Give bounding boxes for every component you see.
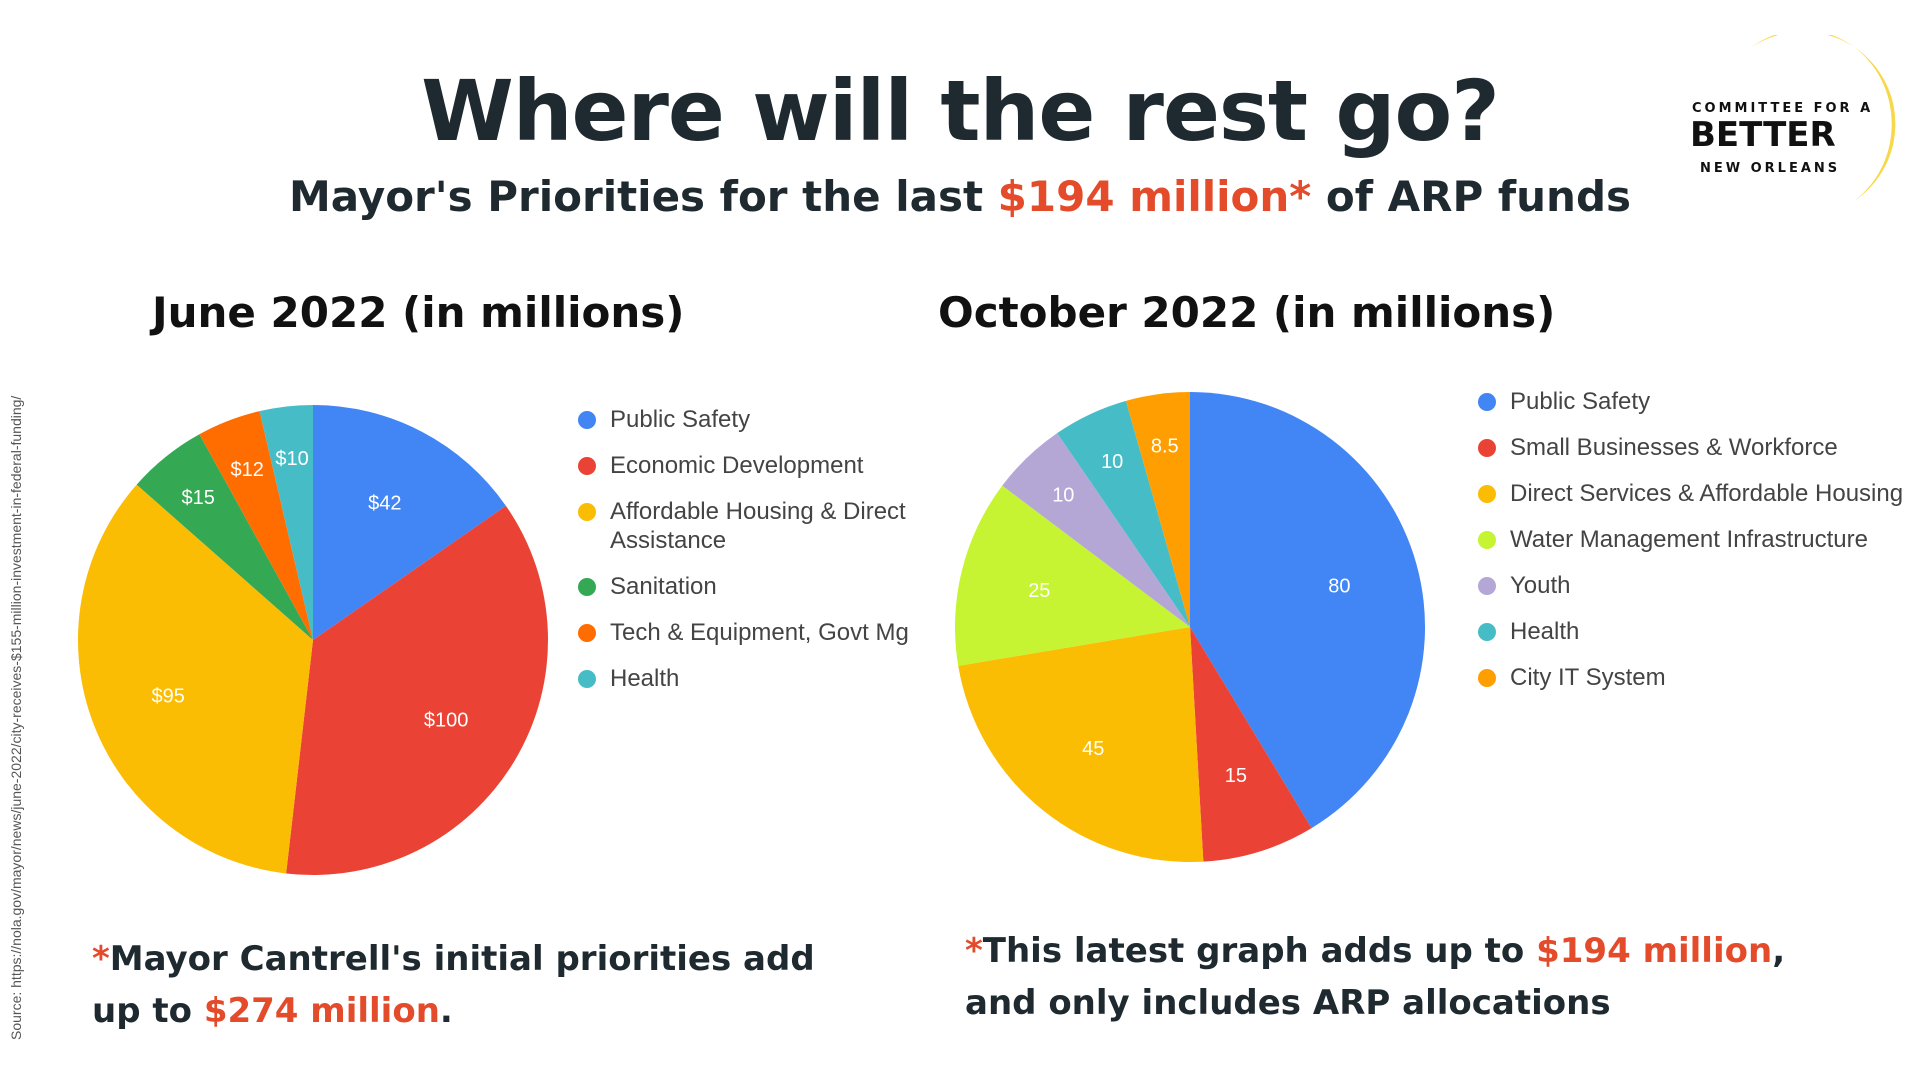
footnote-text-end: . bbox=[439, 991, 453, 1031]
legend-swatch-icon bbox=[578, 411, 596, 429]
logo-line-2: BETTER bbox=[1690, 115, 1836, 155]
chart1-slice-3 bbox=[78, 484, 313, 874]
chart2-slice-2 bbox=[1190, 627, 1312, 862]
legend-swatch-icon bbox=[578, 457, 596, 475]
chart2-data-label-4: 25 bbox=[1028, 580, 1050, 602]
legend-label: Economic Development bbox=[610, 452, 864, 479]
subtitle-text: Mayor's Priorities for the last bbox=[288, 172, 998, 221]
legend-label: Tech & Equipment, Govt Mg bbox=[610, 619, 909, 646]
chart2-data-label-3: 45 bbox=[1082, 738, 1104, 760]
chart1-data-label-6: $10 bbox=[275, 448, 308, 470]
chart2-legend-item-4: Water Management Infrastructure bbox=[1478, 525, 1918, 554]
chart2-slice-5 bbox=[1002, 433, 1190, 627]
chart1-slice-5 bbox=[199, 411, 313, 640]
legend-label: Sanitation bbox=[610, 573, 717, 600]
chart1-slice-1 bbox=[313, 405, 506, 640]
chart2-slice-6 bbox=[1057, 400, 1190, 627]
legend-label: Public Safety bbox=[610, 406, 751, 433]
legend-swatch-icon bbox=[1478, 623, 1496, 641]
legend-label: Water Management Infrastructure bbox=[1510, 526, 1868, 553]
footnote-star: * bbox=[92, 939, 110, 979]
legend-label: Public Safety bbox=[1510, 388, 1651, 415]
chart1-slice-4 bbox=[136, 434, 313, 640]
subtitle-text-end: of ARP funds bbox=[1311, 172, 1632, 221]
legend-label: City IT System bbox=[1510, 664, 1666, 691]
footnote-text: Mayor Cantrell's initial priorities add … bbox=[92, 939, 815, 1031]
chart2-pie: 80 15 45 25 10 10 8.5 bbox=[955, 392, 1425, 862]
chart2-slice-3 bbox=[958, 627, 1204, 862]
chart2-slice-4 bbox=[955, 485, 1190, 666]
footnote-highlight: $194 million bbox=[1536, 931, 1773, 971]
chart2-legend-item-3: Direct Services & Affordable Housing bbox=[1478, 479, 1918, 508]
chart2-legend-item-1: Public Safety bbox=[1478, 387, 1918, 416]
chart1-slice-6 bbox=[259, 405, 313, 640]
chart1-data-label-4: $15 bbox=[182, 487, 215, 509]
legend-swatch-icon bbox=[1478, 439, 1496, 457]
legend-label: Affordable Housing & Direct Assistance bbox=[610, 498, 906, 554]
legend-label: Health bbox=[610, 665, 680, 692]
committee-logo: COMMITTEE FOR A BETTER NEW ORLEANS bbox=[1660, 35, 1920, 215]
chart2-data-label-6: 10 bbox=[1101, 451, 1123, 473]
chart2-legend-item-6: Health bbox=[1478, 617, 1918, 646]
chart2-title: October 2022 (in millions) bbox=[938, 288, 1556, 337]
legend-swatch-icon bbox=[1478, 577, 1496, 595]
subtitle: Mayor's Priorities for the last $194 mil… bbox=[0, 172, 1920, 221]
chart1-data-label-5: $12 bbox=[231, 459, 264, 481]
chart1-slice-2 bbox=[286, 505, 548, 875]
legend-swatch-icon bbox=[578, 503, 596, 521]
chart1-legend-item-5: Tech & Equipment, Govt Mg bbox=[578, 618, 923, 647]
chart1-legend-item-4: Sanitation bbox=[578, 572, 923, 601]
legend-swatch-icon bbox=[578, 578, 596, 596]
legend-label: Direct Services & Affordable Housing bbox=[1510, 480, 1904, 507]
chart1-legend: Public Safety Economic Development Afforda… bbox=[578, 405, 923, 710]
legend-swatch-icon bbox=[578, 624, 596, 642]
headline: Where will the rest go? bbox=[421, 62, 1500, 160]
chart2-data-label-5: 10 bbox=[1052, 485, 1074, 507]
logo-line-3: NEW ORLEANS bbox=[1700, 161, 1841, 176]
chart1-legend-item-2: Economic Development bbox=[578, 451, 923, 480]
footnote-star: * bbox=[965, 931, 983, 971]
subtitle-highlight: $194 million* bbox=[997, 172, 1312, 221]
footnote-highlight: $274 million bbox=[203, 991, 440, 1031]
source-citation: Source: https://nola.gov/mayor/news/june… bbox=[8, 395, 24, 1040]
chart2-data-label-1: 80 bbox=[1328, 575, 1350, 597]
legend-label: Health bbox=[1510, 618, 1580, 645]
chart1-data-label-2: $100 bbox=[424, 710, 469, 732]
chart2-legend-item-7: City IT System bbox=[1478, 663, 1918, 692]
footnote-text: This latest graph adds up to bbox=[982, 931, 1537, 971]
chart1-pie: $42 $100 $95 $15 $12 $10 bbox=[78, 405, 548, 875]
footnote-text-end: , and only includes ARP allocations bbox=[965, 931, 1786, 1023]
chart1-data-label-1: $42 bbox=[368, 493, 401, 515]
legend-swatch-icon bbox=[1478, 531, 1496, 549]
legend-swatch-icon bbox=[1478, 393, 1496, 411]
chart2-slice-1 bbox=[1190, 392, 1425, 829]
legend-swatch-icon bbox=[1478, 485, 1496, 503]
logo-line-1: COMMITTEE FOR A bbox=[1692, 101, 1874, 116]
legend-label: Small Businesses & Workforce bbox=[1510, 434, 1838, 461]
chart2-legend-item-5: Youth bbox=[1478, 571, 1918, 600]
chart2-legend: Public Safety Small Businesses & Workforc… bbox=[1478, 387, 1918, 709]
chart1-legend-item-6: Health bbox=[578, 664, 923, 693]
chart1-legend-item-1: Public Safety bbox=[578, 405, 923, 434]
chart2-slice-7 bbox=[1125, 392, 1190, 627]
chart2-legend-item-2: Small Businesses & Workforce bbox=[1478, 433, 1918, 462]
chart2-data-label-7: 8.5 bbox=[1151, 435, 1179, 457]
legend-swatch-icon bbox=[578, 670, 596, 688]
footnote-june: *Mayor Cantrell's initial priorities add… bbox=[92, 933, 852, 1037]
chart2-data-label-2: 15 bbox=[1225, 765, 1247, 787]
legend-swatch-icon bbox=[1478, 669, 1496, 687]
chart1-data-label-3: $95 bbox=[152, 686, 185, 708]
legend-label: Youth bbox=[1510, 572, 1571, 599]
chart1-title: June 2022 (in millions) bbox=[152, 288, 685, 337]
footnote-october: *This latest graph adds up to $194 milli… bbox=[965, 925, 1805, 1029]
chart1-legend-item-3: Affordable Housing & Direct Assistance bbox=[578, 497, 923, 555]
